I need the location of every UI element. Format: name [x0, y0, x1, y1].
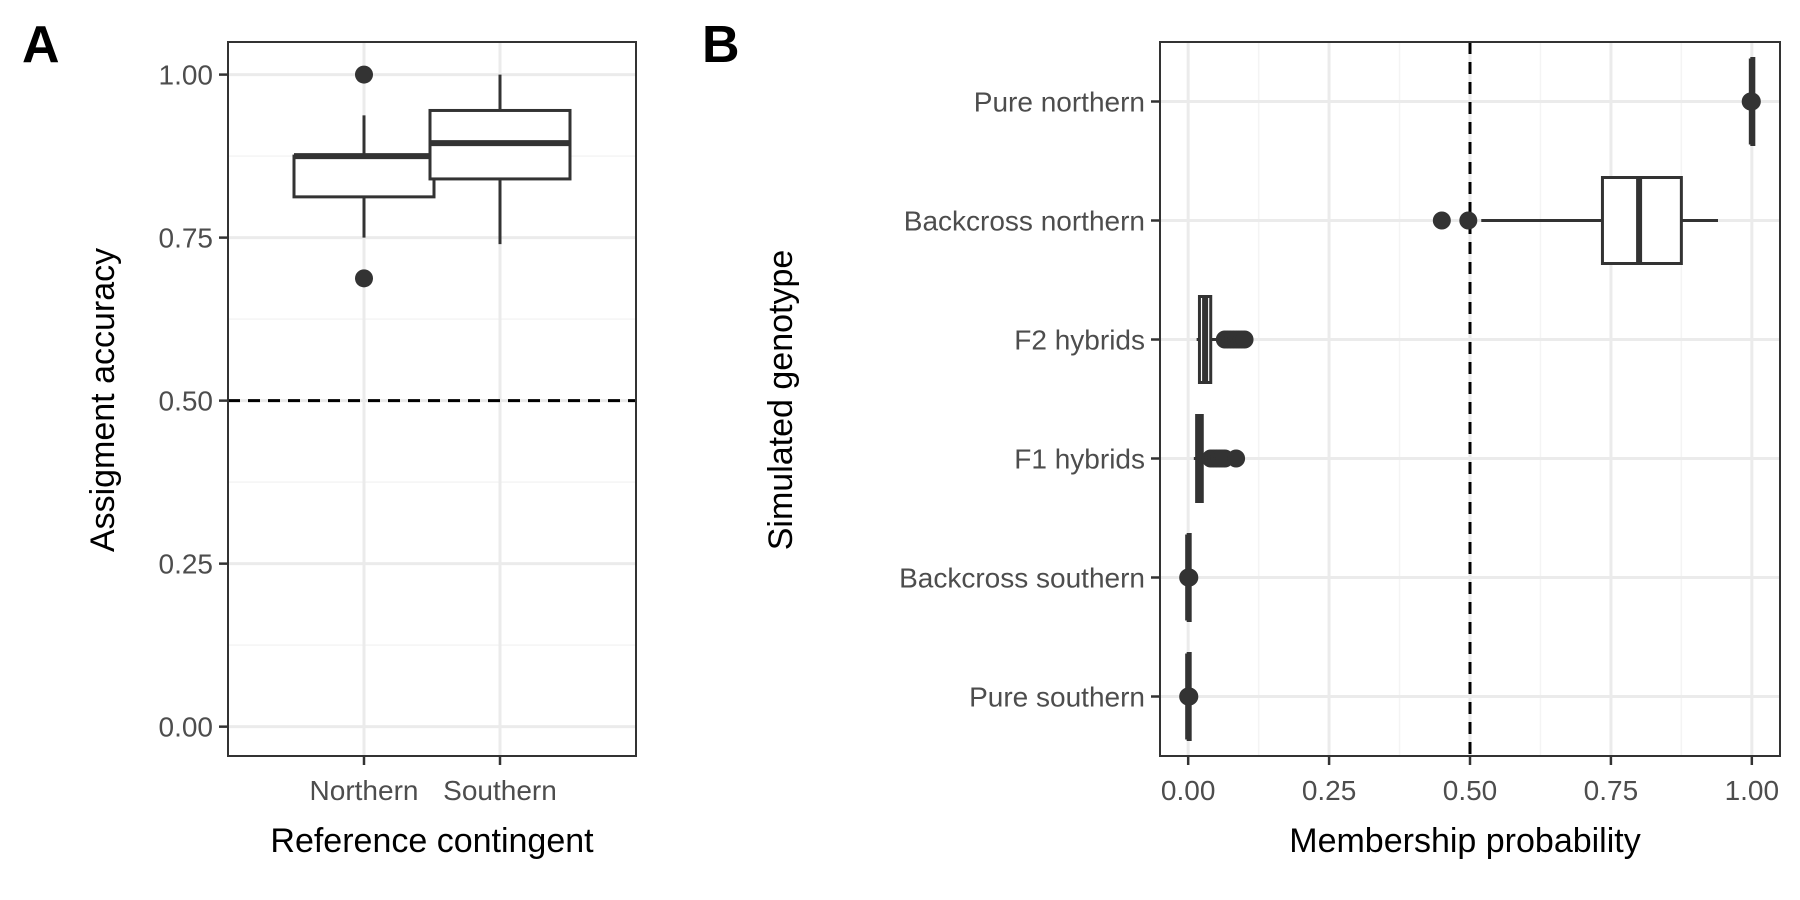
- panel-b-y-tick-label: Backcross southern: [899, 563, 1145, 594]
- panel-a-y-tick-label: 0.75: [159, 223, 214, 254]
- panel-b-outlier: [1432, 211, 1451, 230]
- panel-b-outlier: [1180, 568, 1199, 587]
- panel-a-box: [292, 154, 436, 199]
- panel-a-x-axis-title: Reference contingent: [270, 822, 594, 860]
- panel-b-outlier: [1459, 211, 1478, 230]
- panel-b-x-tick-label: 0.75: [1584, 775, 1639, 806]
- panel-a-frame: [227, 41, 637, 757]
- panel-b-outlier: [1235, 330, 1254, 349]
- panel-b-x-tick-label: 0.50: [1443, 775, 1498, 806]
- panel-a-y-tick-label: 0.25: [159, 549, 214, 580]
- panel-b-y-tick-label: Backcross northern: [904, 206, 1145, 237]
- panel-a-y-tick-label: 0.50: [159, 386, 214, 417]
- panel-b-x-axis-title: Membership probability: [1289, 822, 1641, 860]
- panel-a-outlier: [355, 269, 373, 288]
- panel-b-tag: B: [702, 16, 740, 74]
- panel-b-y-tick-label: Pure southern: [969, 682, 1145, 713]
- panel-b-y-tick-label: F1 hybrids: [1014, 444, 1145, 475]
- panel-b-y-tick-label: F2 hybrids: [1014, 325, 1145, 356]
- panel-b-outlier: [1227, 449, 1246, 468]
- panel-b-outlier: [1742, 92, 1761, 111]
- panel-a-plot: 0.00 0.25 0.50 0.75 1.00 Northern Southern: [159, 41, 637, 806]
- panel-b-outlier: [1180, 687, 1199, 706]
- panel-b-x-tick-label: 1.00: [1725, 775, 1780, 806]
- panel-b-y-tick-label: Pure northern: [974, 87, 1145, 118]
- panel-a-x-tick-label: Northern: [310, 775, 419, 806]
- panel-b-plot: Pure northern Backcross northern F2 hybrid…: [899, 41, 1781, 806]
- panel-a-y-tick-label: 0.00: [159, 712, 214, 743]
- panel-a-y-axis-title: Assigment accuracy: [84, 248, 122, 552]
- panel-b-x-tick-label: 0.25: [1302, 775, 1357, 806]
- panel-a-x-tick-label: Southern: [443, 775, 557, 806]
- panel-a-y-tick-label: 1.00: [159, 60, 214, 91]
- panel-b-x-tick-label: 0.00: [1161, 775, 1216, 806]
- panel-a-outlier: [355, 65, 373, 84]
- panel-b-y-axis-title: Simulated genotype: [762, 250, 800, 551]
- panel-a-tag: A: [22, 16, 60, 74]
